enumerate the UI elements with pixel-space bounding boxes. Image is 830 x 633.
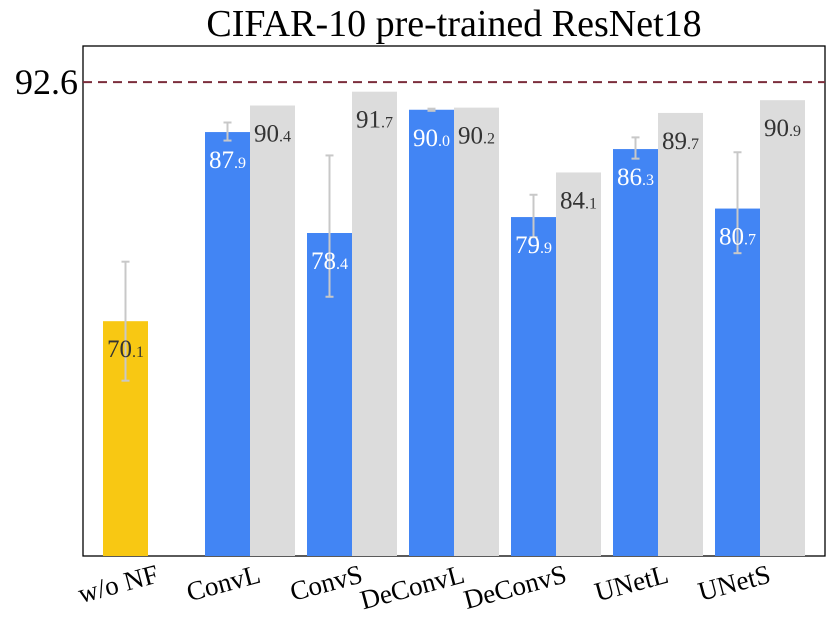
x-tick-label-5: UNetL xyxy=(591,559,671,607)
reference-line-label: 92.6 xyxy=(15,62,78,102)
data-label-secondary-5: 89.7 xyxy=(662,128,699,155)
bar-secondary-1 xyxy=(250,105,295,556)
data-label-primary-5: 86.3 xyxy=(617,164,654,191)
x-tick-label-2: ConvS xyxy=(287,559,366,607)
bar-primary-6 xyxy=(715,208,760,556)
data-label-primary-2: 78.4 xyxy=(311,248,348,275)
data-label-primary-1: 87.9 xyxy=(209,147,246,174)
bar-secondary-4 xyxy=(556,172,601,556)
data-label-secondary-3: 90.2 xyxy=(458,123,495,150)
data-label-secondary-6: 90.9 xyxy=(764,115,801,142)
chart-marks: 92.6 70.1 w/o NF 87.9 90.4 ConvL 78.4 91.7 ConvS… xyxy=(15,62,825,615)
x-tick-label-6: UNetS xyxy=(695,559,774,607)
data-label-secondary-1: 90.4 xyxy=(254,121,291,148)
data-label-secondary-2: 91.7 xyxy=(356,107,393,134)
bar-primary-5 xyxy=(613,149,658,556)
chart-title: CIFAR-10 pre-trained ResNet18 xyxy=(206,3,701,45)
x-tick-label-1: ConvL xyxy=(183,559,263,607)
data-label-primary-3: 90.0 xyxy=(413,125,450,152)
x-tick-label-0: w/o NF xyxy=(75,559,162,609)
bar-secondary-2 xyxy=(352,91,397,556)
bar-secondary-5 xyxy=(658,112,703,556)
bar-primary-4 xyxy=(511,217,556,556)
data-label-primary-4: 79.9 xyxy=(515,232,552,259)
bar-secondary-6 xyxy=(760,100,805,556)
x-tick-label-4: DeConvS xyxy=(460,559,569,615)
data-label-secondary-4: 84.1 xyxy=(560,187,597,214)
data-label-primary-6: 80.7 xyxy=(719,224,756,251)
x-tick-label-3: DeConvL xyxy=(357,559,468,616)
bar-primary-3 xyxy=(409,109,454,556)
bar-secondary-3 xyxy=(454,107,499,556)
data-label-primary-0: 70.1 xyxy=(107,336,144,363)
bar-primary-1 xyxy=(205,132,250,556)
